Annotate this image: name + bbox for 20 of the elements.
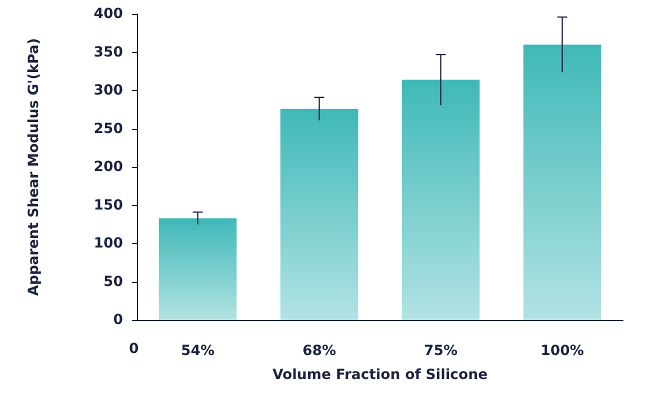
x-tick-label: 54% [180, 343, 215, 359]
x-axis-title: Volume Fraction of Silicone [272, 367, 488, 383]
bar [402, 80, 480, 320]
y-tick-label: 50 [104, 274, 124, 290]
bar [158, 218, 237, 320]
y-tick-label: 350 [94, 44, 124, 60]
y-tick-label: 0 [113, 312, 124, 328]
y-tick-label: 400 [94, 6, 124, 22]
bar [523, 44, 602, 320]
y-axis-title: Apparent Shear Modulus G'(kPa) [26, 38, 42, 296]
bar [280, 108, 358, 320]
x-tick-label: 75% [424, 343, 458, 359]
y-tick-label: 100 [94, 236, 124, 252]
y-tick-label: 250 [94, 120, 124, 137]
y-tick-label: 150 [94, 197, 124, 214]
y-tick-label: 200 [94, 159, 124, 175]
text: 0 [129, 341, 139, 357]
y-tick-label: 300 [94, 82, 124, 98]
x-tick-label: 100% [540, 343, 584, 359]
x-tick-label: 68% [302, 343, 336, 359]
